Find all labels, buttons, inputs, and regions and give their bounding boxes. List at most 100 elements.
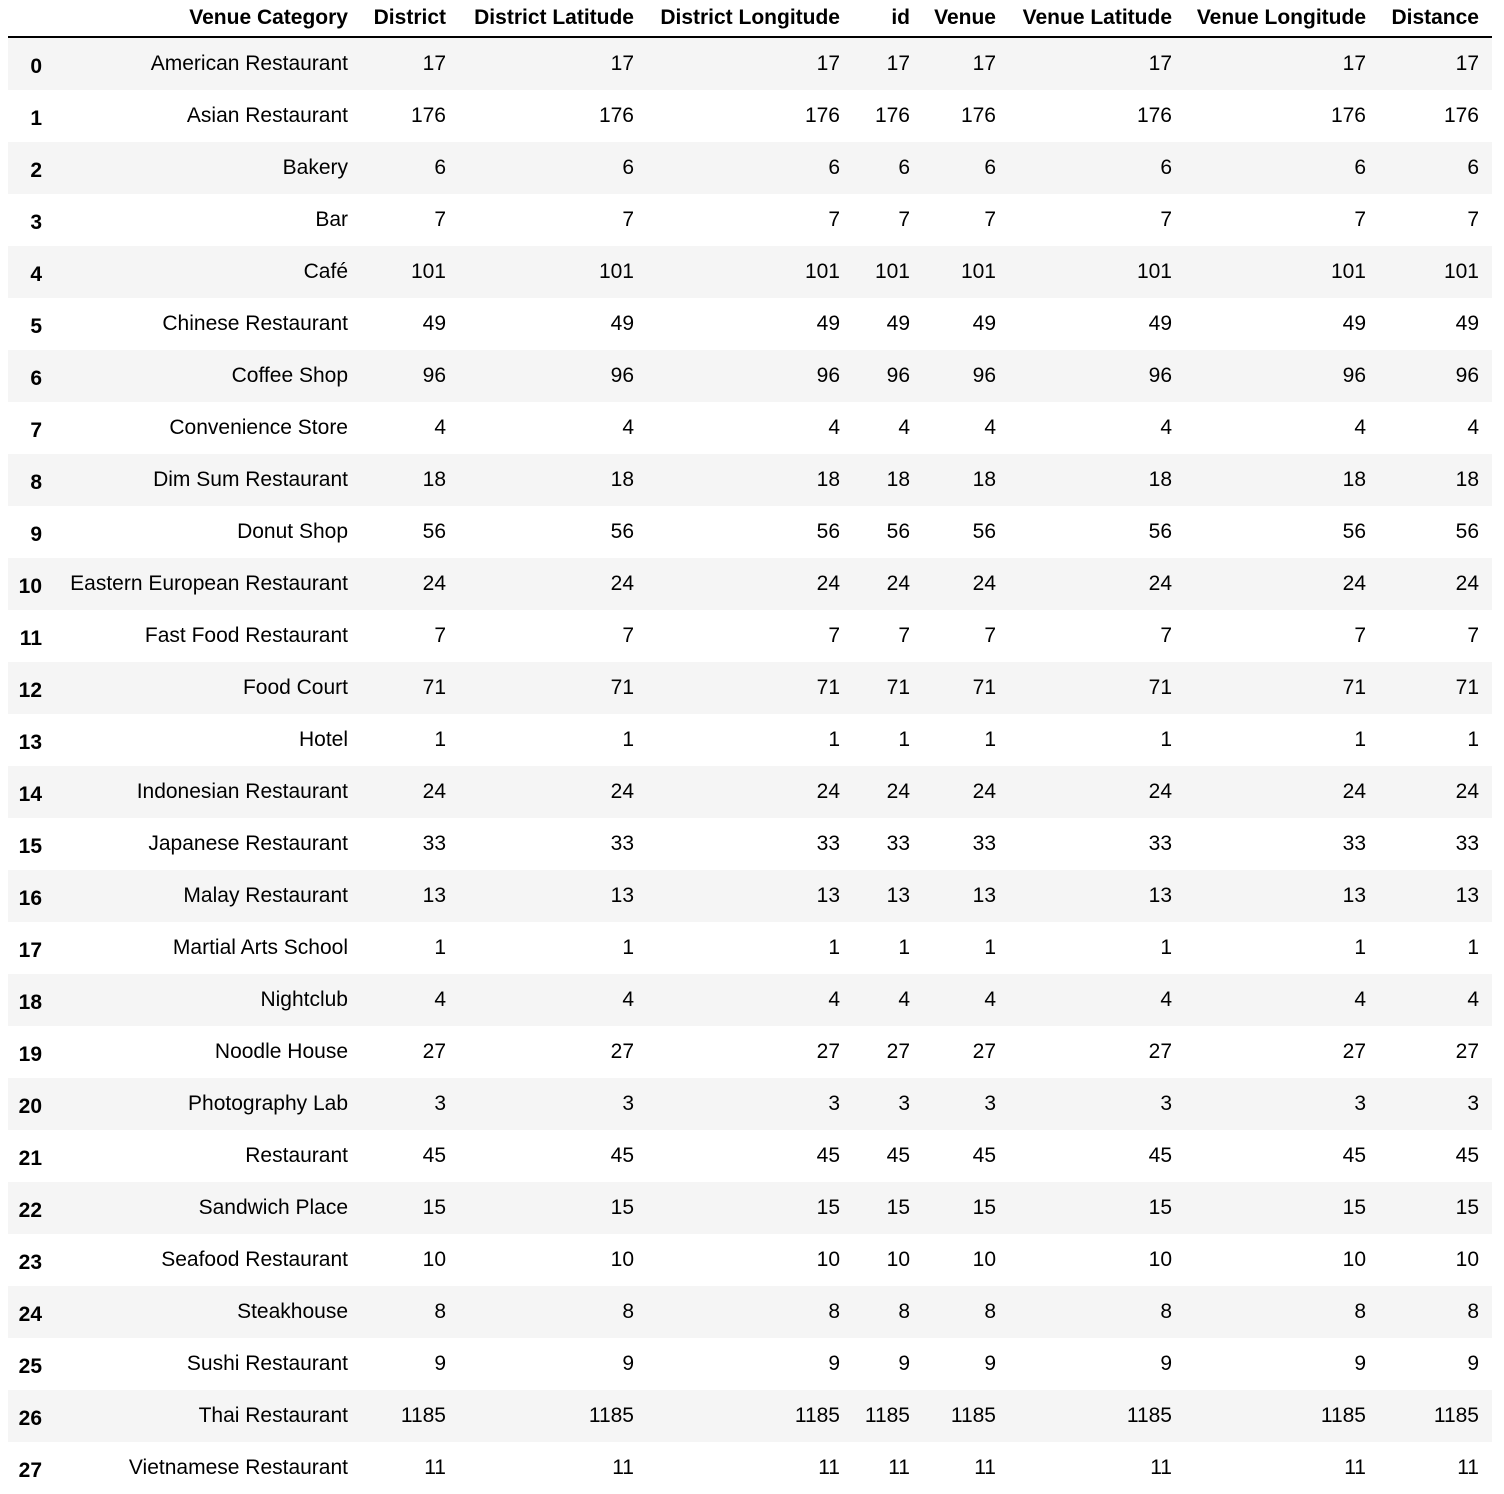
cell-id: 17 <box>886 52 910 75</box>
cell-district-longitude: 11 <box>818 1456 840 1479</box>
cell-venue: 18 <box>972 468 996 491</box>
cell-venue-category: Hotel <box>298 728 348 751</box>
cell-venue-longitude: 24 <box>1342 780 1366 803</box>
table-body: 0 American Restaurant 17 17 17 17 17 17 17 17 1 Asi… <box>8 37 1492 1494</box>
cell-venue: 7 <box>984 208 996 231</box>
row-index: 15 <box>18 835 42 858</box>
cell-venue-longitude: 101 <box>1330 260 1366 283</box>
cell-venue-longitude: 15 <box>1342 1196 1366 1219</box>
row-index: 7 <box>30 419 42 442</box>
cell-id: 27 <box>886 1040 910 1063</box>
dataframe-table: Venue Category District District Latitud… <box>8 0 1492 1494</box>
cell-venue-category: Asian Restaurant <box>186 104 348 127</box>
cell-venue-category: Seafood Restaurant <box>161 1248 348 1271</box>
cell-district-latitude: 71 <box>610 676 634 699</box>
cell-district-latitude: 7 <box>622 624 634 647</box>
cell-venue-latitude: 7 <box>1160 208 1172 231</box>
cell-district-longitude: 7 <box>828 208 840 231</box>
cell-id: 8 <box>898 1300 910 1323</box>
cell-district-longitude: 9 <box>828 1352 840 1375</box>
table-row: 26 Thai Restaurant 1185 1185 1185 1185 1185 118… <box>8 1390 1492 1442</box>
header-row: Venue Category District District Latitud… <box>8 0 1492 38</box>
cell-district-longitude: 18 <box>816 468 840 491</box>
cell-distance: 15 <box>1455 1196 1479 1219</box>
cell-district: 7 <box>434 624 446 647</box>
cell-district: 71 <box>422 676 446 699</box>
cell-venue-longitude: 33 <box>1342 832 1366 855</box>
cell-venue-latitude: 4 <box>1160 416 1172 439</box>
cell-district: 56 <box>422 520 446 543</box>
table-row: 5 Chinese Restaurant 49 49 49 49 49 49 49 49 <box>8 298 1492 350</box>
cell-district-latitude: 56 <box>610 520 634 543</box>
cell-venue-longitude: 9 <box>1354 1352 1366 1375</box>
cell-district-longitude: 7 <box>828 624 840 647</box>
cell-id: 33 <box>886 832 910 855</box>
cell-district: 176 <box>410 104 446 127</box>
cell-distance: 3 <box>1467 1092 1479 1115</box>
cell-district-latitude: 9 <box>622 1352 634 1375</box>
cell-venue: 7 <box>984 624 996 647</box>
table-row: 11 Fast Food Restaurant 7 7 7 7 7 7 7 7 <box>8 610 1492 662</box>
cell-district-longitude: 3 <box>828 1092 840 1115</box>
column-header-venue-longitude: Venue Longitude <box>1185 0 1379 38</box>
cell-venue-latitude: 4 <box>1160 988 1172 1011</box>
cell-district-latitude: 176 <box>598 104 634 127</box>
cell-district-longitude: 4 <box>828 988 840 1011</box>
cell-venue-latitude: 24 <box>1148 572 1172 595</box>
cell-district-longitude: 8 <box>828 1300 840 1323</box>
cell-venue: 33 <box>972 832 996 855</box>
cell-venue: 1185 <box>950 1404 996 1427</box>
cell-venue-category: Malay Restaurant <box>183 884 348 907</box>
row-index: 0 <box>30 55 42 78</box>
cell-district-latitude: 96 <box>610 364 634 387</box>
row-index: 20 <box>18 1095 42 1118</box>
cell-id: 1 <box>898 728 910 751</box>
cell-distance: 24 <box>1455 780 1479 803</box>
cell-distance: 56 <box>1455 520 1479 543</box>
cell-venue-longitude: 4 <box>1354 988 1366 1011</box>
cell-district-longitude: 56 <box>816 520 840 543</box>
cell-venue-latitude: 96 <box>1148 364 1172 387</box>
cell-district-latitude: 1185 <box>588 1404 634 1427</box>
cell-distance: 1185 <box>1433 1404 1479 1427</box>
row-index: 4 <box>30 263 42 286</box>
cell-venue: 3 <box>984 1092 996 1115</box>
cell-venue-category: Convenience Store <box>169 416 348 439</box>
cell-district: 1 <box>434 728 446 751</box>
cell-id: 1 <box>898 936 910 959</box>
cell-district: 24 <box>422 572 446 595</box>
cell-venue-category: Photography Lab <box>188 1092 348 1115</box>
cell-venue: 15 <box>972 1196 996 1219</box>
row-index: 13 <box>18 731 42 754</box>
row-index: 11 <box>19 627 42 650</box>
cell-venue-longitude: 10 <box>1342 1248 1366 1271</box>
cell-venue-longitude: 96 <box>1342 364 1366 387</box>
cell-venue-latitude: 27 <box>1148 1040 1172 1063</box>
cell-district: 15 <box>422 1196 446 1219</box>
cell-venue: 11 <box>974 1456 996 1479</box>
cell-id: 71 <box>886 676 910 699</box>
table-row: 10 Eastern European Restaurant 24 24 24 24 24 2… <box>8 558 1492 610</box>
cell-venue-longitude: 45 <box>1342 1144 1366 1167</box>
cell-venue-latitude: 101 <box>1136 260 1172 283</box>
cell-venue-category: Sandwich Place <box>198 1196 348 1219</box>
cell-distance: 96 <box>1455 364 1479 387</box>
cell-venue-category: Donut Shop <box>237 520 348 543</box>
cell-district-latitude: 11 <box>612 1456 634 1479</box>
table-row: 23 Seafood Restaurant 10 10 10 10 10 10 10 10 <box>8 1234 1492 1286</box>
cell-venue-category: Bakery <box>282 156 348 179</box>
cell-district-latitude: 1 <box>622 936 634 959</box>
cell-id: 9 <box>898 1352 910 1375</box>
cell-venue: 6 <box>984 156 996 179</box>
cell-venue-category: Nightclub <box>260 988 348 1011</box>
table-row: 27 Vietnamese Restaurant 11 11 11 11 11 11 11 11 <box>8 1442 1492 1494</box>
cell-venue: 27 <box>972 1040 996 1063</box>
table-row: 0 American Restaurant 17 17 17 17 17 17 17 17 <box>8 37 1492 90</box>
cell-district: 4 <box>434 988 446 1011</box>
column-header-index <box>8 0 56 38</box>
column-header-venue-latitude: Venue Latitude <box>1009 0 1185 38</box>
table-row: 12 Food Court 71 71 71 71 71 71 71 71 <box>8 662 1492 714</box>
cell-venue-latitude: 8 <box>1160 1300 1172 1323</box>
cell-id: 15 <box>886 1196 910 1219</box>
cell-venue-latitude: 7 <box>1160 624 1172 647</box>
